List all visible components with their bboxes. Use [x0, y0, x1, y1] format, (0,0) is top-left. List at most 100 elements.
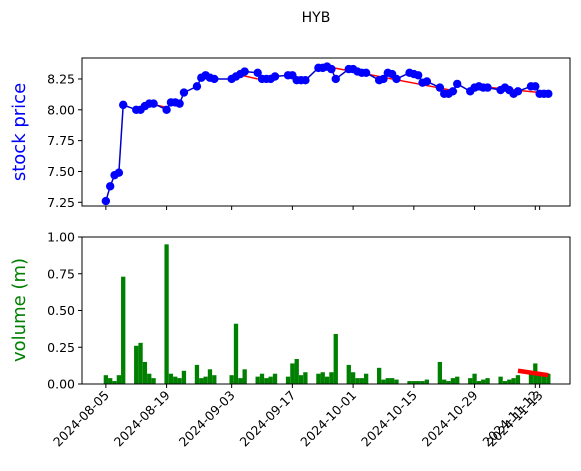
- x-tick-label: 2024-10-15: [358, 388, 420, 450]
- volume-bar: [177, 378, 182, 384]
- price-point: [513, 87, 523, 96]
- volume-bar: [376, 367, 382, 384]
- price-point: [327, 64, 336, 74]
- volume-bar: [359, 378, 364, 384]
- volume-bar: [468, 378, 473, 384]
- price-point: [448, 87, 458, 96]
- volume-bar: [472, 373, 477, 384]
- price-point: [435, 83, 445, 92]
- volume-bar: [303, 372, 308, 384]
- volume-bar: [121, 276, 126, 384]
- volume-bar: [455, 376, 460, 384]
- volume-bar: [329, 372, 334, 384]
- volume-bar: [151, 378, 156, 384]
- price-x-ticks: [105, 206, 541, 210]
- volume-bar: [134, 345, 139, 384]
- price-point: [162, 105, 171, 115]
- volume-bar: [242, 369, 247, 384]
- volume-bar: [485, 378, 490, 384]
- volume-bar: [272, 373, 278, 384]
- x-tick-label: 2024-08-05: [50, 388, 112, 450]
- price-point: [179, 88, 189, 97]
- volume-y-tick-label: 0.00: [47, 377, 75, 392]
- price-panel: 7.25 7.50 7.75 8.00 8.25 stock price: [9, 57, 571, 210]
- price-point: [392, 74, 401, 84]
- price-point: [453, 79, 462, 89]
- price-axes-frame: [81, 57, 571, 207]
- volume-bar: [355, 378, 360, 384]
- volume-bar: [390, 378, 395, 384]
- volume-bar: [320, 372, 325, 384]
- volume-bar: [168, 373, 174, 384]
- volume-bar: [498, 376, 503, 384]
- volume-bar: [424, 379, 430, 384]
- volume-bar: [290, 363, 295, 384]
- volume-bar: [294, 359, 299, 384]
- price-point: [101, 196, 111, 206]
- volume-y-tick-label: 1.00: [47, 230, 75, 245]
- volume-bar: [268, 376, 273, 384]
- volume-y-tick-label: 0.25: [47, 340, 75, 355]
- x-tick-label: 2024-09-03: [176, 388, 238, 450]
- volume-bar: [264, 378, 269, 384]
- volume-bar: [446, 381, 451, 384]
- volume-bar: [173, 376, 178, 384]
- volume-y-tick-label: 0.50: [47, 303, 75, 318]
- volume-y-ticks: 0.00 0.25 0.50 0.75 1.00: [47, 230, 82, 392]
- volume-y-tick-label: 0.75: [47, 266, 75, 281]
- volume-bar: [142, 361, 148, 384]
- volume-bar: [164, 244, 169, 384]
- volume-bar: [194, 364, 200, 384]
- price-point: [483, 83, 492, 92]
- price-y-tick-label: 8.00: [47, 102, 75, 117]
- volume-panel: 0.00 0.25 0.50 0.75 1.00 2024-08-052024-08-1…: [9, 230, 571, 449]
- price-point: [149, 99, 158, 108]
- price-point: [253, 68, 262, 78]
- volume-bar: [181, 370, 187, 384]
- x-tick-label: 2024-10-01: [297, 388, 359, 450]
- volume-bar: [324, 376, 330, 384]
- x-tick-label: 2024-09-17: [237, 388, 299, 450]
- volume-bar: [147, 373, 152, 384]
- volume-bar: [298, 375, 304, 384]
- volume-bar: [394, 379, 399, 384]
- volume-bar: [350, 372, 356, 384]
- volume-bar: [316, 373, 321, 384]
- chart-title: HYB: [302, 10, 331, 26]
- price-point: [210, 74, 219, 84]
- volume-bars: [103, 244, 551, 384]
- volume-bar: [108, 378, 113, 384]
- price-point: [114, 168, 124, 177]
- volume-bar: [481, 379, 486, 384]
- x-tick-label: 2024-11-13: [484, 388, 546, 450]
- volume-bar: [333, 334, 338, 384]
- volume-bar: [255, 376, 260, 384]
- price-point: [301, 76, 310, 85]
- price-y-label: stock price: [9, 83, 30, 181]
- volume-bar: [537, 373, 542, 384]
- volume-bar: [437, 361, 443, 384]
- volume-bar: [238, 378, 243, 384]
- volume-bar: [407, 381, 412, 384]
- volume-bar: [511, 378, 516, 384]
- volume-bar: [116, 375, 122, 384]
- volume-bar: [199, 378, 204, 384]
- volume-bar: [450, 378, 456, 384]
- price-point: [119, 100, 128, 110]
- volume-bar: [103, 375, 109, 384]
- price-point: [422, 77, 432, 86]
- price-point: [175, 99, 184, 108]
- volume-bar: [203, 376, 208, 384]
- volume-bar: [381, 379, 386, 384]
- volume-bar: [112, 381, 117, 384]
- volume-trend-line: [517, 368, 549, 378]
- volume-bar: [416, 381, 421, 384]
- volume-y-label: volume (m): [9, 258, 30, 362]
- price-y-tick-label: 7.50: [47, 164, 75, 179]
- price-point: [413, 71, 423, 80]
- price-y-tick-label: 7.75: [47, 133, 75, 148]
- volume-bar: [420, 381, 425, 384]
- volume-bar: [138, 342, 143, 384]
